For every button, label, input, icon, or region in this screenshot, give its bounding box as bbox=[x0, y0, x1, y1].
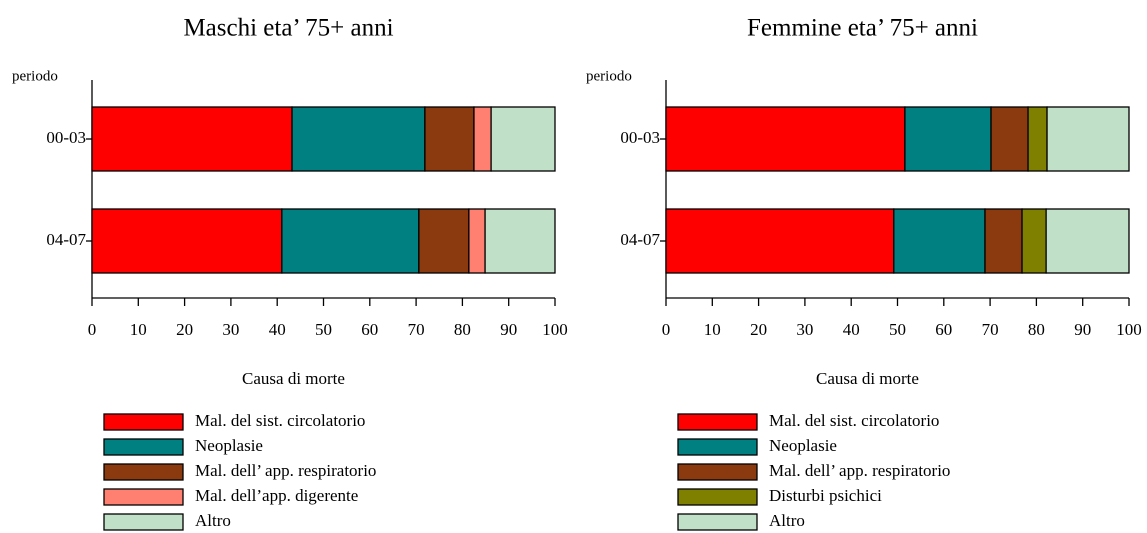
legend-label: Mal. dell’ app. respiratorio bbox=[769, 461, 950, 480]
legend-label: Disturbi psichici bbox=[769, 486, 882, 505]
x-tick-label: 20 bbox=[750, 320, 767, 339]
legend-label: Mal. dell’ app. respiratorio bbox=[195, 461, 376, 480]
bar-segment bbox=[468, 208, 486, 274]
x-tick-label: 100 bbox=[542, 320, 568, 339]
y-tick-label: 04-07 bbox=[46, 230, 86, 249]
x-tick-label: 10 bbox=[130, 320, 147, 339]
x-tick-label: 40 bbox=[843, 320, 860, 339]
bar-segment bbox=[984, 208, 1023, 274]
bar-segment bbox=[424, 106, 475, 172]
legend-label: Altro bbox=[195, 511, 231, 530]
chart-title: Femmine eta’ 75+ anni bbox=[747, 15, 978, 42]
bar-segment bbox=[291, 106, 426, 172]
y-axis-title: periodo bbox=[12, 68, 58, 84]
bar-segment bbox=[484, 208, 556, 274]
bar-segment bbox=[473, 106, 492, 172]
bar-segment bbox=[665, 208, 895, 274]
legend-label: Mal. del sist. circolatorio bbox=[769, 411, 939, 430]
legend-swatch bbox=[103, 488, 184, 506]
x-axis-title: Causa di morte bbox=[242, 369, 345, 388]
x-tick-label: 0 bbox=[88, 320, 97, 339]
bar-segment bbox=[990, 106, 1029, 172]
x-axis-title: Causa di morte bbox=[816, 369, 919, 388]
legend-swatch bbox=[103, 513, 184, 531]
legend-swatch bbox=[677, 463, 758, 481]
x-tick-label: 30 bbox=[222, 320, 239, 339]
y-axis-title: periodo bbox=[586, 68, 632, 84]
legend-label: Altro bbox=[769, 511, 805, 530]
bar-segment bbox=[91, 106, 293, 172]
bar-segment bbox=[490, 106, 556, 172]
bar-segment bbox=[91, 208, 283, 274]
y-tick-label: 00-03 bbox=[620, 128, 660, 147]
bar-segment bbox=[1046, 106, 1130, 172]
x-tick-label: 90 bbox=[1074, 320, 1091, 339]
legend-swatch bbox=[677, 413, 758, 431]
x-tick-label: 100 bbox=[1116, 320, 1142, 339]
bar-segment bbox=[893, 208, 986, 274]
y-tick-label: 04-07 bbox=[620, 230, 660, 249]
x-tick-label: 60 bbox=[361, 320, 378, 339]
chart-title: Maschi eta’ 75+ anni bbox=[183, 15, 393, 42]
legend-label: Neoplasie bbox=[769, 436, 837, 455]
bar-segment bbox=[281, 208, 420, 274]
x-tick-label: 90 bbox=[500, 320, 517, 339]
x-tick-label: 0 bbox=[662, 320, 671, 339]
x-tick-label: 30 bbox=[796, 320, 813, 339]
x-tick-label: 20 bbox=[176, 320, 193, 339]
legend-swatch bbox=[103, 438, 184, 456]
legend-label: Mal. del sist. circolatorio bbox=[195, 411, 365, 430]
x-tick-label: 70 bbox=[408, 320, 425, 339]
legend-swatch bbox=[677, 438, 758, 456]
y-tick-label: 00-03 bbox=[46, 128, 86, 147]
x-tick-label: 40 bbox=[269, 320, 286, 339]
legend-swatch bbox=[677, 513, 758, 531]
legend-swatch bbox=[103, 463, 184, 481]
bar-segment bbox=[1021, 208, 1047, 274]
legend-label: Mal. dell’app. digerente bbox=[195, 486, 358, 505]
x-tick-label: 70 bbox=[982, 320, 999, 339]
legend-swatch bbox=[677, 488, 758, 506]
legend-swatch bbox=[103, 413, 184, 431]
x-tick-label: 80 bbox=[1028, 320, 1045, 339]
x-tick-label: 80 bbox=[454, 320, 471, 339]
x-tick-label: 10 bbox=[704, 320, 721, 339]
bar-segment bbox=[1045, 208, 1130, 274]
x-tick-label: 60 bbox=[935, 320, 952, 339]
bar-segment bbox=[1027, 106, 1048, 172]
x-tick-label: 50 bbox=[889, 320, 906, 339]
bar-segment bbox=[418, 208, 470, 274]
bar-segment bbox=[904, 106, 992, 172]
x-tick-label: 50 bbox=[315, 320, 332, 339]
legend-label: Neoplasie bbox=[195, 436, 263, 455]
bar-segment bbox=[665, 106, 906, 172]
